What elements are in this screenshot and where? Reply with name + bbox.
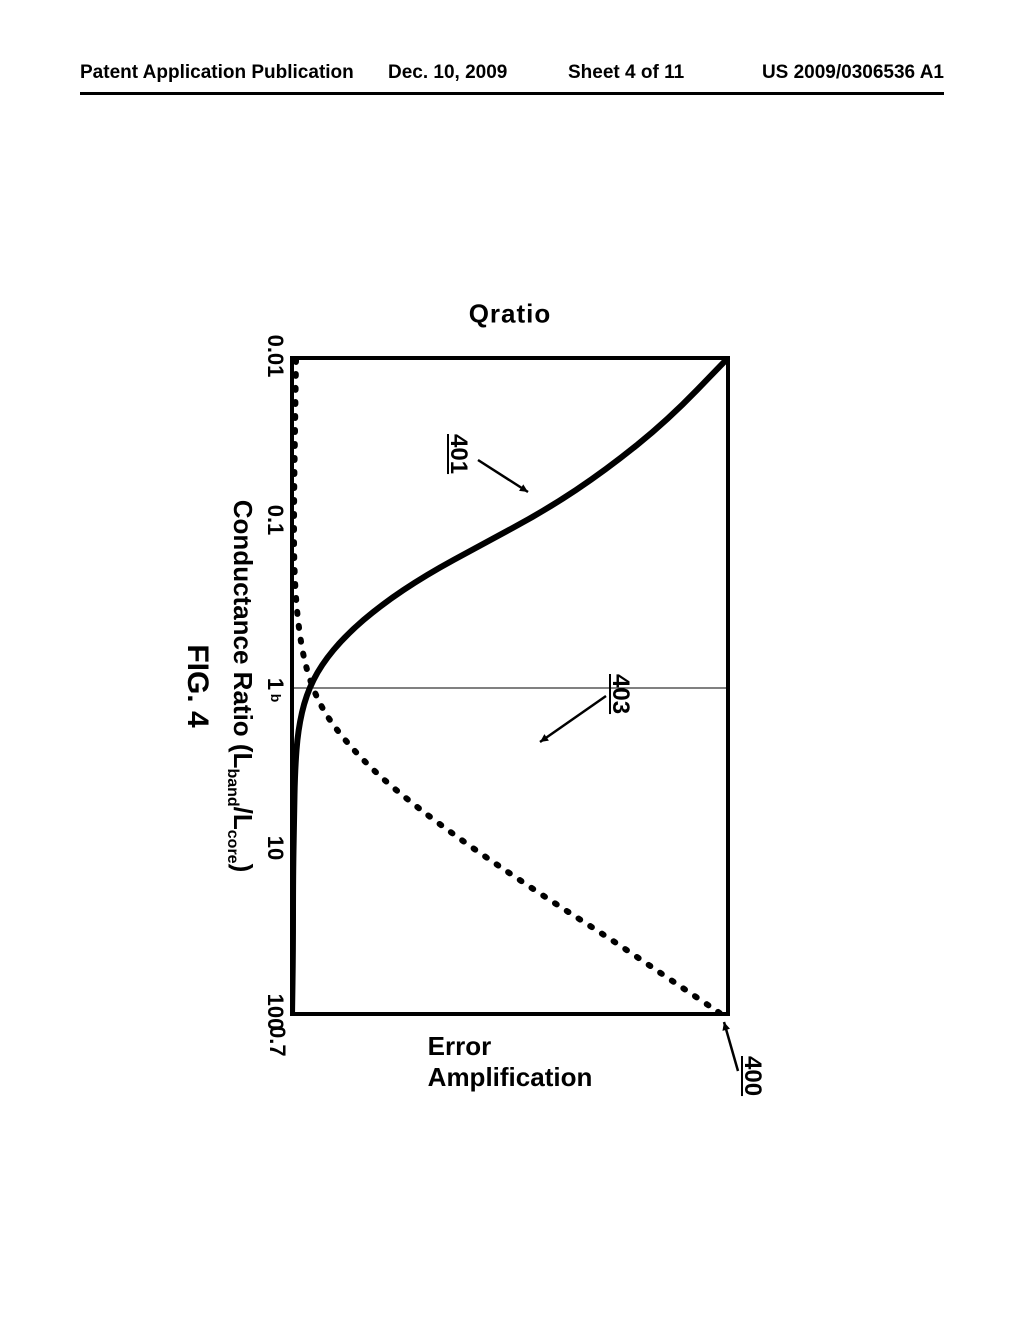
header-rule: [80, 92, 944, 95]
callout-401-label: 401: [444, 434, 472, 474]
callout-403-arrow: [532, 688, 614, 750]
x-tick: 0.01: [262, 335, 288, 378]
x-minor-tick-b: b: [268, 694, 284, 703]
xlabel-sub2: core: [224, 830, 241, 864]
page: Patent Application Publication Dec. 10, …: [0, 0, 1024, 1320]
callout-400-arrow: [716, 1014, 746, 1079]
header-right: US 2009/0306536 A1: [762, 62, 944, 84]
xlabel-main: Conductance Ratio (L: [228, 500, 258, 769]
page-header: Patent Application Publication Dec. 10, …: [80, 62, 944, 102]
xlabel-tail: ): [228, 864, 258, 873]
x-axis-label: Conductance Ratio (Lband/Lcore): [223, 356, 258, 1016]
x-tick: 1: [262, 678, 288, 690]
header-sheet: Sheet 4 of 11: [568, 62, 684, 84]
xlabel-mid: /L: [228, 807, 258, 830]
xlabel-sub1: band: [224, 768, 241, 806]
header-left: Patent Application Publication: [80, 62, 354, 84]
y-axis-right-label: Error Amplification: [428, 1031, 593, 1093]
header-date: Dec. 10, 2009: [388, 62, 507, 84]
x-tick: 100: [262, 994, 288, 1031]
y-axis-left-label: Qratio: [469, 299, 552, 330]
x-tick: 0.1: [262, 505, 288, 536]
figure: 0.01 0.1 1 10 100 b Conductance Ratio (Lband…: [170, 266, 760, 1146]
y-right-tick: 0.7: [264, 1026, 290, 1057]
callout-401-arrow: [470, 452, 536, 500]
figure-caption: FIG. 4: [180, 356, 214, 1016]
figure-rotated-wrap: 0.01 0.1 1 10 100 b Conductance Ratio (Lband…: [170, 266, 760, 1146]
x-tick: 10: [262, 836, 288, 860]
